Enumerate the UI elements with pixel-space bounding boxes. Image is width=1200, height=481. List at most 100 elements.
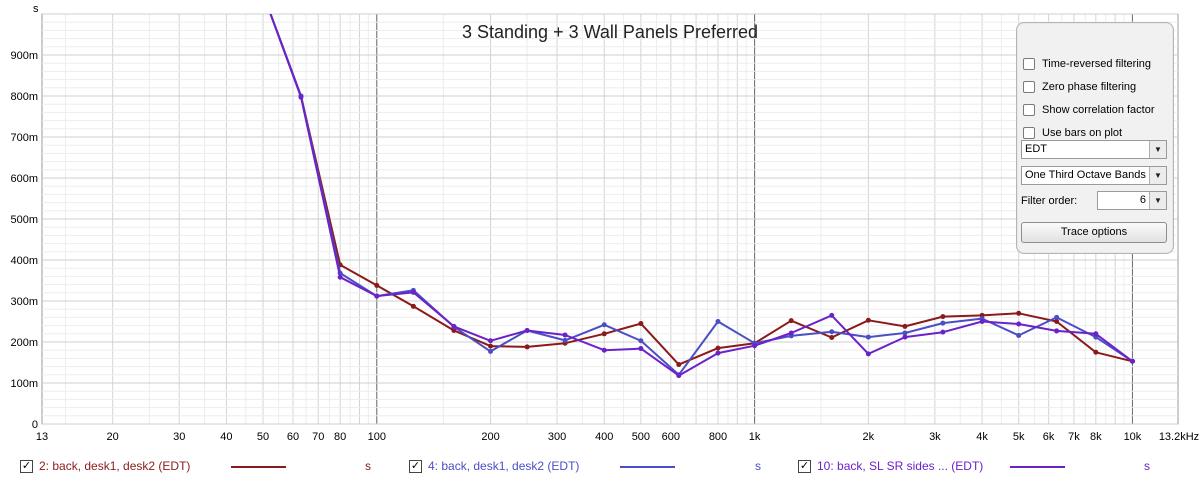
data-point: [940, 314, 946, 320]
y-tick-label: 800m: [10, 91, 38, 103]
x-tick-label: 10k: [1124, 431, 1142, 443]
data-point: [524, 328, 530, 334]
x-tick-label: 13: [36, 431, 48, 443]
data-point: [374, 293, 380, 299]
legend-item-2[interactable]: ✓ 4: back, desk1, desk2 (EDT): [409, 456, 579, 476]
data-point: [940, 320, 946, 326]
x-tick-label: 1k: [749, 431, 761, 443]
legend-unit: s: [365, 459, 371, 473]
data-point: [601, 347, 607, 353]
y-tick-label: 700m: [10, 132, 38, 144]
x-tick-label: 50: [257, 431, 269, 443]
y-tick-label: 400m: [10, 255, 38, 267]
x-tick-label: 8k: [1090, 431, 1102, 443]
checkbox-box[interactable]: [1023, 81, 1035, 93]
use-bars-on-plot-checkbox[interactable]: Use bars on plot: [1023, 125, 1122, 141]
y-tick-label: 0: [32, 419, 38, 431]
x-tick-label: 20: [107, 431, 119, 443]
zero-phase-filtering-checkbox[interactable]: Zero phase filtering: [1023, 79, 1136, 95]
data-point: [829, 312, 835, 318]
x-tick-label: 5k: [1013, 431, 1025, 443]
data-point: [601, 331, 607, 337]
data-point: [788, 318, 794, 324]
metric-select[interactable]: EDT ▼: [1021, 140, 1167, 159]
data-point: [488, 348, 494, 354]
data-point: [676, 373, 682, 379]
legend: ✓ 2: back, desk1, desk2 (EDT) s ✓ 4: bac…: [0, 456, 1200, 476]
data-point: [865, 317, 871, 323]
show-correlation-factor-label: Show correlation factor: [1042, 104, 1155, 116]
y-tick-label: 200m: [10, 337, 38, 349]
x-tick-label: 60: [287, 431, 299, 443]
data-point: [410, 289, 416, 295]
checkbox-box[interactable]: [1023, 104, 1035, 116]
y-axis-unit-label: s: [33, 3, 39, 15]
legend-swatch: [620, 466, 675, 468]
x-tick-label: 40: [220, 431, 232, 443]
legend-item-3[interactable]: ✓ 10: back, SL SR sides ... (EDT): [798, 456, 983, 476]
data-point: [451, 328, 457, 334]
data-point: [902, 334, 908, 340]
data-point: [829, 329, 835, 335]
use-bars-on-plot-label: Use bars on plot: [1042, 127, 1123, 139]
x-tick-label: 30: [173, 431, 185, 443]
x-tick-label: 400: [595, 431, 613, 443]
data-point: [940, 329, 946, 335]
chevron-down-icon[interactable]: ▼: [1149, 141, 1166, 158]
data-point: [374, 282, 380, 288]
trace-options-button[interactable]: Trace options: [1021, 222, 1167, 243]
time-reversed-filtering-checkbox[interactable]: Time-reversed filtering: [1023, 56, 1151, 72]
x-tick-label: 500: [632, 431, 650, 443]
chevron-down-icon[interactable]: ▼: [1149, 167, 1166, 184]
data-point: [601, 322, 607, 328]
time-reversed-filtering-label: Time-reversed filtering: [1042, 58, 1152, 70]
chevron-down-icon[interactable]: ▼: [1149, 192, 1166, 209]
data-point: [865, 351, 871, 357]
show-correlation-factor-checkbox[interactable]: Show correlation factor: [1023, 102, 1155, 118]
x-tick-label: 3k: [929, 431, 941, 443]
checkbox-box[interactable]: [1023, 58, 1035, 70]
legend-checkbox[interactable]: ✓: [409, 459, 422, 473]
band-select[interactable]: One Third Octave Bands ▼: [1021, 166, 1167, 185]
data-point: [638, 346, 644, 352]
data-point: [337, 274, 343, 280]
data-point: [902, 323, 908, 329]
x-tick-label: 100: [368, 431, 386, 443]
legend-swatch: [231, 466, 286, 468]
data-point: [562, 332, 568, 338]
data-point: [676, 362, 682, 368]
data-point: [488, 343, 494, 349]
data-point: [1054, 314, 1060, 320]
data-point: [1093, 331, 1099, 337]
checkbox-box[interactable]: [1023, 127, 1035, 139]
x-tick-label: 600: [662, 431, 680, 443]
zero-phase-filtering-label: Zero phase filtering: [1042, 81, 1137, 93]
y-tick-label: 900m: [10, 50, 38, 62]
data-point: [752, 343, 758, 349]
data-point: [488, 338, 494, 344]
data-point: [524, 344, 530, 350]
legend-unit: s: [755, 459, 761, 473]
x-tick-label: 300: [548, 431, 566, 443]
legend-swatch: [1010, 466, 1065, 468]
data-point: [865, 334, 871, 340]
data-point: [788, 330, 794, 336]
filter-order-value: 6: [1139, 194, 1146, 206]
data-point: [1093, 349, 1099, 355]
data-point: [902, 330, 908, 336]
data-point: [638, 321, 644, 327]
data-point: [715, 319, 721, 324]
x-tick-label: 13.2kHz: [1159, 431, 1199, 443]
data-point: [715, 345, 721, 351]
legend-label: 4: back, desk1, desk2 (EDT): [428, 459, 580, 473]
data-point: [1016, 310, 1022, 316]
filter-order-select[interactable]: 6 ▼: [1097, 191, 1167, 210]
filter-order-label: Filter order:: [1021, 195, 1078, 207]
x-tick-label: 6k: [1043, 431, 1055, 443]
data-point: [451, 323, 457, 329]
legend-item-1[interactable]: ✓ 2: back, desk1, desk2 (EDT): [20, 456, 190, 476]
legend-checkbox[interactable]: ✓: [798, 459, 811, 473]
chart-title: 3 Standing + 3 Wall Panels Preferred: [462, 22, 758, 42]
data-point: [1016, 332, 1022, 338]
legend-checkbox[interactable]: ✓: [20, 459, 33, 473]
